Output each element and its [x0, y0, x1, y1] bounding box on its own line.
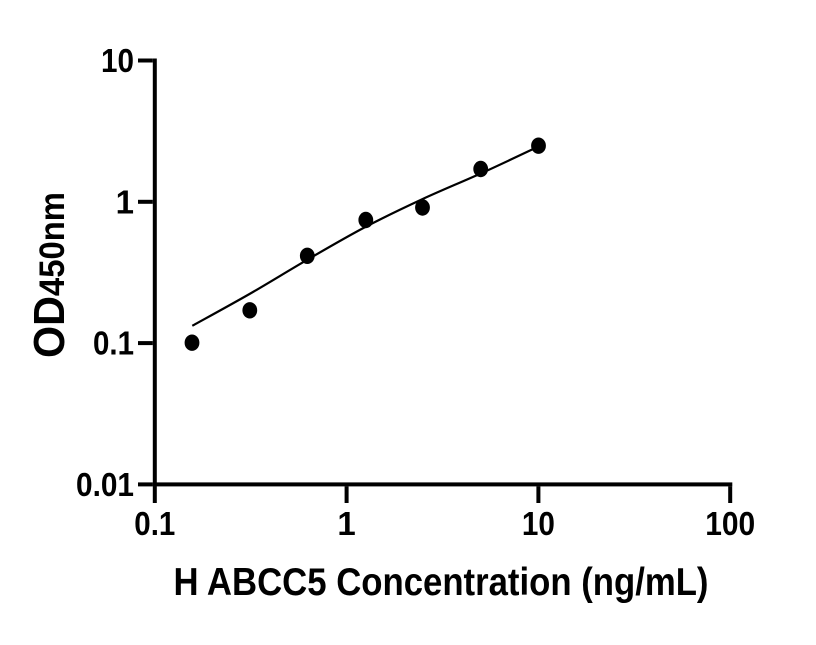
- svg-text:100: 100: [705, 505, 755, 542]
- svg-text:1: 1: [116, 183, 134, 220]
- svg-text:0.01: 0.01: [76, 466, 134, 503]
- svg-text:0.1: 0.1: [93, 325, 134, 362]
- svg-text:10: 10: [522, 505, 555, 542]
- svg-text:H ABCC5 Concentration (ng/mL): H ABCC5 Concentration (ng/mL): [174, 561, 709, 604]
- svg-text:0.1: 0.1: [134, 505, 175, 542]
- svg-text:1: 1: [337, 505, 355, 542]
- svg-text:10: 10: [101, 42, 134, 79]
- svg-text:OD450nm: OD450nm: [25, 192, 74, 358]
